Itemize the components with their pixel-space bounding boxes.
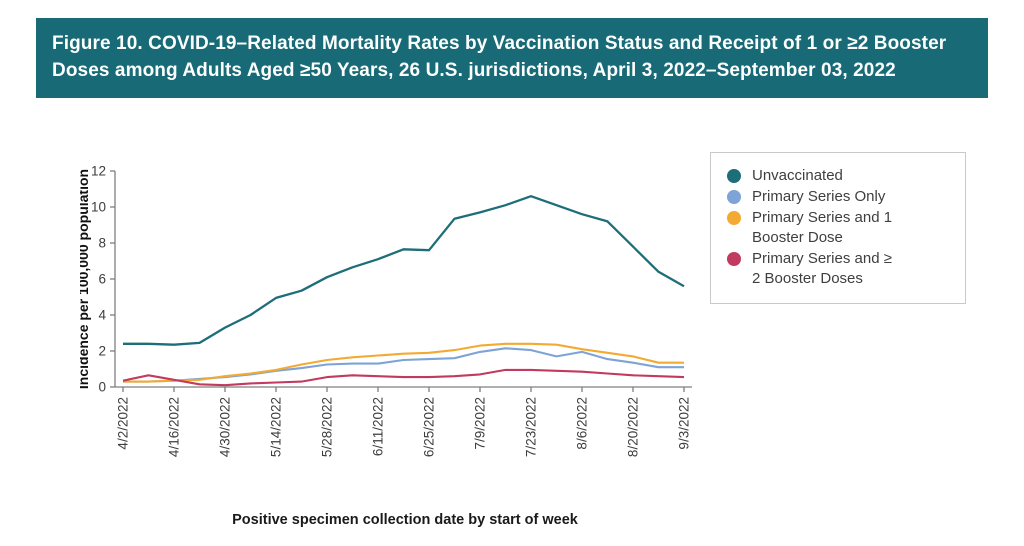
legend-item-primary-series-1-booster: Primary Series and 1 Booster Dose [727,208,951,248]
legend-item-label: Primary Series Only [752,188,886,205]
legend-item-label: Unvaccinated [752,167,843,184]
y-tick-label: 6 [98,272,106,287]
x-tick-label: 4/2/2022 [116,397,131,450]
series-line-3 [122,368,685,387]
legend-item-unvaccinated: Unvaccinated [727,166,951,186]
x-tick-label: 4/16/2022 [167,397,182,457]
x-tick-label: 6/25/2022 [422,397,437,457]
chart-canvas: 0 2 4 6 8 10 12 4/2/2022 4/16/2022 4/30/2022 5/14/… [75,164,692,457]
y-tick-label: 4 [98,308,106,323]
x-tick-label: 7/9/2022 [473,397,488,450]
x-tick-label: 8/20/2022 [626,397,641,457]
y-tick-label: 12 [91,164,106,179]
figure-title-banner: Figure 10. COVID-19–Related Mortality Ra… [36,18,988,98]
y-tick-label: 8 [98,236,106,251]
y-tick-label: 0 [98,380,106,395]
series-line-0 [123,195,685,346]
chart: 0 2 4 6 8 10 12 4/2/2022 4/16/2022 4/30/2022 5/14/… [75,150,725,480]
figure-title: Figure 10. COVID-19–Related Mortality Ra… [52,33,947,81]
legend-item-label: Primary Series and 1 Booster Dose [752,209,893,246]
y-tick-label: 10 [91,200,106,215]
series-line-2 [123,342,684,383]
legend-item-primary-series-only: Primary Series Only [727,187,951,207]
legend-item-label: Primary Series and ≥ 2 Booster Doses [752,250,892,287]
legend-dot [727,169,741,183]
legend-dot [727,190,741,204]
x-axis-title: Positive specimen collection date by sta… [232,512,578,528]
legend: Unvaccinated Primary Series Only Primary… [710,152,966,304]
x-tick-label: 7/23/2022 [524,397,539,457]
x-tick-label: 8/6/2022 [575,397,590,450]
legend-dot [727,252,741,266]
x-tick-label: 5/28/2022 [320,397,335,457]
legend-dot [727,211,741,225]
x-tick-label: 5/14/2022 [269,397,284,457]
x-tick-label: 6/11/2022 [371,397,386,456]
x-tick-label: 9/3/2022 [677,397,692,450]
y-axis-title: Incidence per 100,000 population [80,169,91,389]
x-tick-label: 4/30/2022 [218,397,233,457]
y-tick-label: 2 [98,344,106,359]
legend-item-primary-series-2plus-boosters: Primary Series and ≥ 2 Booster Doses [727,249,951,289]
